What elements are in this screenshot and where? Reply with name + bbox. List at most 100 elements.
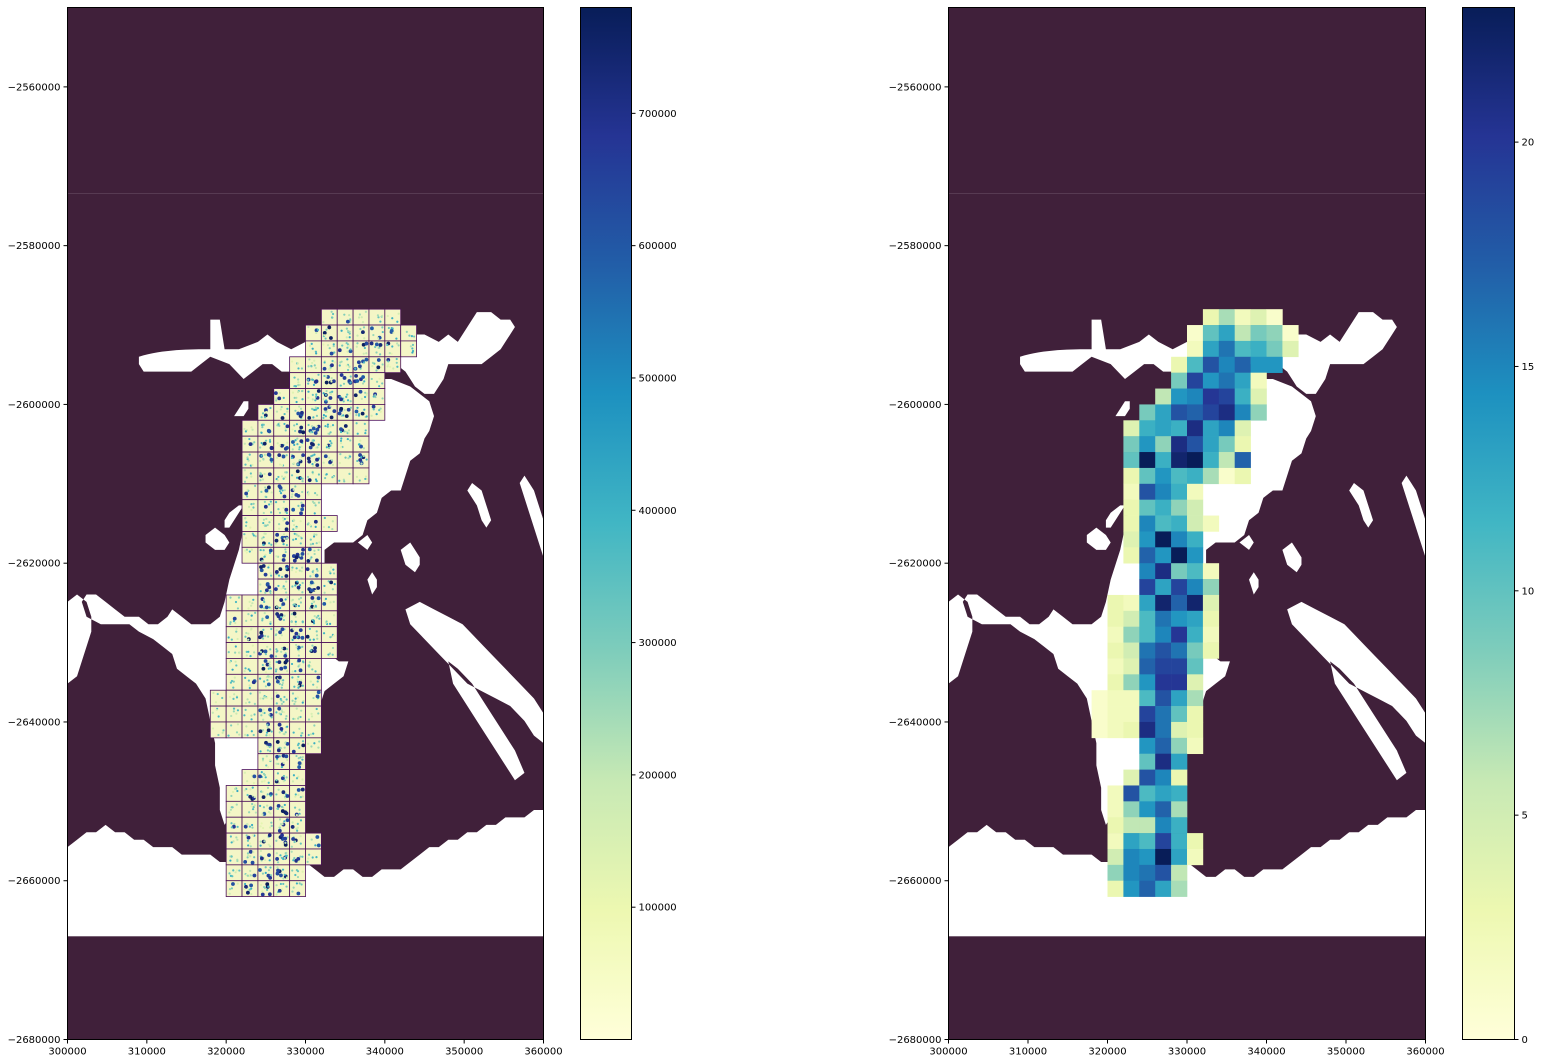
sample-point bbox=[261, 619, 264, 622]
sample-point bbox=[259, 459, 262, 463]
sample-point bbox=[308, 627, 312, 630]
heatmap-cell bbox=[1187, 515, 1204, 532]
sample-point bbox=[375, 412, 378, 416]
sample-point bbox=[308, 344, 312, 347]
sample-point bbox=[396, 320, 399, 323]
sample-point bbox=[265, 794, 268, 797]
sample-point bbox=[331, 424, 335, 427]
sample-point bbox=[346, 393, 349, 396]
sample-point bbox=[309, 575, 312, 578]
sample-point bbox=[299, 554, 302, 557]
sample-point bbox=[229, 859, 232, 862]
sample-point bbox=[294, 409, 297, 412]
sample-point bbox=[358, 479, 361, 482]
sample-point bbox=[251, 786, 254, 789]
sample-point bbox=[374, 394, 377, 397]
sample-point bbox=[396, 342, 399, 345]
sample-point bbox=[371, 365, 374, 368]
sample-point bbox=[268, 707, 272, 712]
sample-point bbox=[315, 457, 319, 462]
sample-point bbox=[318, 617, 321, 620]
sample-point bbox=[275, 762, 278, 765]
sample-point bbox=[307, 423, 310, 427]
y-tick-label: −2560000 bbox=[8, 82, 61, 93]
sample-point bbox=[345, 319, 350, 324]
grid-cell-background bbox=[242, 864, 258, 881]
heatmap-cell bbox=[1155, 674, 1172, 691]
sample-point bbox=[276, 803, 281, 808]
sample-point bbox=[246, 734, 249, 737]
sample-point bbox=[261, 790, 264, 794]
sample-point bbox=[244, 463, 247, 466]
sample-point bbox=[261, 813, 264, 816]
sample-point bbox=[253, 484, 257, 487]
sample-point bbox=[300, 537, 303, 540]
heatmap-cell bbox=[1123, 642, 1140, 659]
sample-point bbox=[246, 780, 249, 783]
x-tick-label: 330000 bbox=[286, 1047, 324, 1058]
sample-point bbox=[316, 637, 319, 640]
sample-point bbox=[268, 548, 273, 553]
grid-cell-background bbox=[257, 420, 274, 437]
heatmap-cell bbox=[1139, 674, 1156, 691]
sample-point bbox=[248, 600, 251, 603]
sample-point bbox=[268, 875, 273, 880]
sample-point bbox=[284, 717, 287, 720]
heatmap-cell bbox=[1139, 642, 1156, 659]
sample-point bbox=[355, 379, 360, 383]
heatmap-cell bbox=[1187, 420, 1204, 437]
grid-cell-background bbox=[242, 547, 258, 564]
sample-point bbox=[270, 716, 273, 719]
heatmap-cell bbox=[1187, 483, 1204, 500]
sample-point bbox=[282, 618, 285, 622]
heatmap-cell bbox=[1202, 452, 1220, 469]
sample-point bbox=[294, 570, 298, 574]
left-map-sample-points bbox=[211, 310, 416, 897]
sample-point bbox=[363, 337, 366, 340]
sample-point bbox=[317, 548, 320, 551]
heatmap-cell bbox=[1187, 721, 1204, 739]
sample-point bbox=[230, 679, 234, 683]
sample-point bbox=[265, 517, 268, 520]
sample-point bbox=[259, 849, 263, 853]
heatmap-cell bbox=[1123, 531, 1140, 548]
sample-point bbox=[360, 462, 363, 465]
heatmap-cell bbox=[1266, 309, 1283, 326]
sample-point bbox=[243, 427, 246, 431]
sample-point bbox=[324, 424, 327, 428]
sample-point bbox=[313, 552, 316, 556]
sample-point bbox=[356, 342, 359, 345]
sample-point bbox=[261, 663, 264, 667]
heatmap-cell bbox=[1107, 880, 1124, 897]
sample-point bbox=[244, 676, 247, 680]
sample-point bbox=[295, 707, 298, 710]
sample-point bbox=[343, 430, 346, 433]
sample-point bbox=[316, 586, 321, 590]
sample-point bbox=[275, 679, 280, 684]
sample-point bbox=[259, 604, 264, 609]
sample-point bbox=[260, 892, 265, 897]
sample-point bbox=[283, 614, 286, 617]
sample-point bbox=[276, 748, 281, 753]
sample-point bbox=[278, 490, 282, 493]
sample-point bbox=[329, 425, 332, 428]
sample-point bbox=[262, 708, 265, 711]
sample-point bbox=[280, 686, 283, 689]
sample-point bbox=[284, 476, 287, 479]
sample-point bbox=[259, 568, 264, 573]
sample-point bbox=[390, 352, 393, 355]
sample-point bbox=[362, 454, 365, 458]
heatmap-cell bbox=[1123, 436, 1140, 453]
sample-point bbox=[269, 874, 272, 877]
sample-point bbox=[269, 654, 274, 659]
sample-point bbox=[311, 442, 315, 447]
sample-point bbox=[309, 607, 312, 610]
sample-point bbox=[296, 580, 299, 583]
heatmap-cell bbox=[1107, 706, 1124, 723]
sample-point bbox=[258, 729, 263, 734]
sample-point bbox=[322, 398, 325, 401]
heatmap-cell bbox=[1155, 658, 1172, 675]
sample-point bbox=[311, 347, 314, 350]
sample-point bbox=[307, 415, 312, 420]
sample-point bbox=[248, 442, 253, 447]
